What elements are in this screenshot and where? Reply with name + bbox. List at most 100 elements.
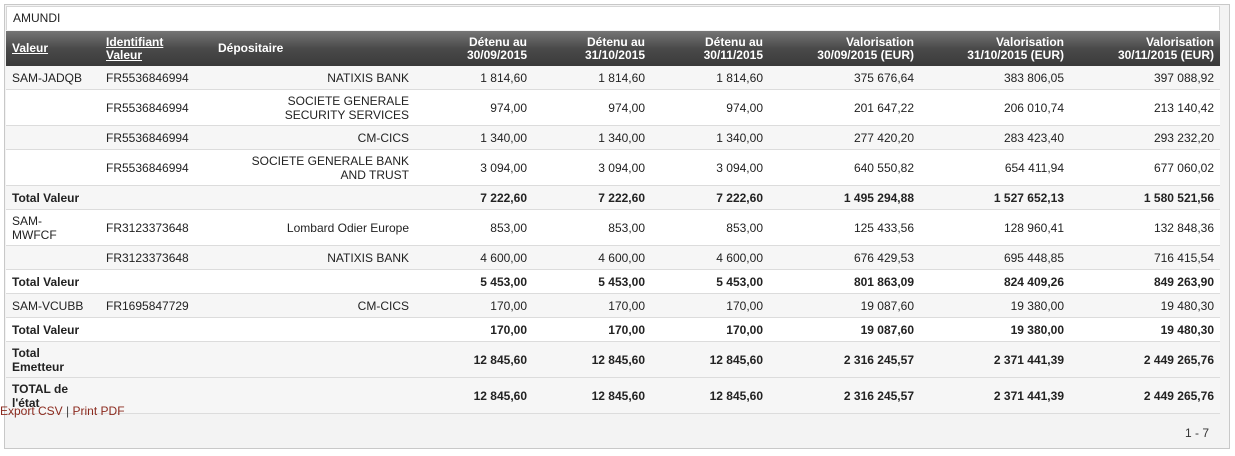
- cell-valo-sep: 19 087,60: [769, 293, 920, 318]
- table-row: SAM- MWFCF FR3123373648 Lombard Odier Eur…: [6, 209, 1220, 246]
- cell-identifiant: [100, 317, 212, 342]
- col-header-valo-nov-line1: Valorisation: [1145, 34, 1214, 49]
- cell-detenu-oct: 170,00: [533, 317, 651, 342]
- cell-valo-oct: 695 448,85: [920, 245, 1070, 270]
- col-header-valo-oct-line2: 31/10/2015 (EUR): [967, 47, 1064, 62]
- col-header-valo-sep-line2: 30/09/2015 (EUR): [817, 47, 914, 62]
- cell-detenu-oct: 12 845,60: [533, 341, 651, 378]
- cell-valeur-line1: TOTAL de: [12, 381, 69, 396]
- cell-valeur: Total Valeur: [6, 269, 100, 294]
- print-pdf-link[interactable]: Print PDF: [72, 404, 125, 418]
- total-row: Total Valeur 5 453,00 5 453,00 5 453,00 …: [6, 269, 1220, 294]
- total-row: Total Valeur 7 222,60 7 222,60 7 222,60 …: [6, 185, 1220, 210]
- cell-detenu-oct: 12 845,60: [533, 377, 651, 414]
- col-header-detenu-sep-line1: Détenu au: [468, 34, 527, 49]
- cell-detenu-sep: 7 222,60: [415, 185, 533, 210]
- table-row: FR5536846994 SOCIETE GENERALE SECURITY SE…: [6, 89, 1220, 126]
- issuer-name: AMUNDI: [6, 6, 1220, 30]
- col-header-valeur[interactable]: Valeur: [6, 31, 100, 66]
- cell-detenu-sep: 170,00: [415, 317, 533, 342]
- table-row: FR3123373648 NATIXIS BANK 4 600,00 4 600…: [6, 245, 1220, 270]
- cell-valeur-line2: l'état: [12, 395, 40, 410]
- cell-valo-sep: 801 863,09: [769, 269, 920, 294]
- col-header-identifiant-line1[interactable]: Identifiant: [106, 34, 164, 49]
- cell-detenu-nov: 853,00: [651, 209, 769, 246]
- col-header-valeur-label[interactable]: Valeur: [12, 41, 49, 55]
- cell-detenu-sep: 853,00: [415, 209, 533, 246]
- cell-depositaire: Lombard Odier Europe: [212, 209, 415, 246]
- col-header-depositaire-label: Dépositaire: [218, 41, 284, 55]
- cell-valo-oct: 654 411,94: [920, 149, 1070, 186]
- cell-identifiant: [100, 341, 212, 378]
- col-header-valo-sep-line1: Valorisation: [845, 34, 914, 49]
- col-header-detenu-nov: Détenu au 30/11/2015: [651, 31, 769, 66]
- cell-depositaire-line2: AND TRUST: [340, 167, 409, 182]
- export-links: Export CSV | Print PDF: [0, 404, 125, 418]
- cell-detenu-oct: 853,00: [533, 209, 651, 246]
- cell-identifiant: [100, 269, 212, 294]
- cell-valo-oct: 383 806,05: [920, 66, 1070, 90]
- cell-valeur-line2: MWFCF: [12, 227, 57, 242]
- cell-detenu-sep: 12 845,60: [415, 377, 533, 414]
- col-header-identifiant-line2[interactable]: Valeur: [106, 47, 143, 62]
- cell-valo-oct: 1 527 652,13: [920, 185, 1070, 210]
- cell-valo-sep: 277 420,20: [769, 125, 920, 150]
- cell-valo-nov: 2 449 265,76: [1070, 377, 1220, 414]
- cell-detenu-sep: 974,00: [415, 89, 533, 126]
- cell-detenu-nov: 3 094,00: [651, 149, 769, 186]
- col-header-detenu-nov-line1: Détenu au: [704, 34, 763, 49]
- col-header-identifiant[interactable]: Identifiant Valeur: [100, 31, 212, 66]
- cell-identifiant: FR5536846994: [100, 89, 212, 126]
- cell-depositaire-line1: Lombard Odier Europe: [286, 220, 409, 235]
- col-header-depositaire: Dépositaire: [212, 31, 415, 66]
- col-header-valo-oct-line1: Valorisation: [995, 34, 1064, 49]
- cell-depositaire: NATIXIS BANK: [212, 66, 415, 90]
- cell-valeur: Total Valeur: [6, 317, 100, 342]
- cell-depositaire: CM-CICS: [212, 125, 415, 150]
- cell-depositaire: [212, 317, 415, 342]
- cell-valeur-line2: Emetteur: [12, 359, 65, 374]
- export-csv-link[interactable]: Export CSV: [0, 404, 63, 418]
- report-panel: AMUNDI Valeur Identifiant Valeur: [4, 4, 1230, 449]
- total-row: Total Valeur 170,00 170,00 170,00 19 087…: [6, 317, 1220, 342]
- cell-valo-sep: 2 316 245,57: [769, 341, 920, 378]
- cell-valo-oct: 283 423,40: [920, 125, 1070, 150]
- col-header-valo-sep: Valorisation 30/09/2015 (EUR): [769, 31, 920, 66]
- cell-valo-sep: 19 087,60: [769, 317, 920, 342]
- cell-depositaire: SOCIETE GENERALE BANK AND TRUST: [212, 149, 415, 186]
- cell-identifiant: FR5536846994: [100, 125, 212, 150]
- cell-depositaire-line1: CM-CICS: [357, 298, 409, 313]
- cell-detenu-oct: 3 094,00: [533, 149, 651, 186]
- cell-valo-nov: 716 415,54: [1070, 245, 1220, 270]
- table-row: FR5536846994 SOCIETE GENERALE BANK AND TR…: [6, 149, 1220, 186]
- cell-valo-nov: 1 580 521,56: [1070, 185, 1220, 210]
- cell-detenu-sep: 170,00: [415, 293, 533, 318]
- cell-valo-nov: 19 480,30: [1070, 293, 1220, 318]
- cell-identifiant: FR3123373648: [100, 245, 212, 270]
- cell-valeur-line1: SAM-: [12, 213, 42, 228]
- cell-valo-oct: 2 371 441,39: [920, 341, 1070, 378]
- cell-detenu-nov: 12 845,60: [651, 341, 769, 378]
- cell-valo-nov: 2 449 265,76: [1070, 341, 1220, 378]
- cell-detenu-sep: 4 600,00: [415, 245, 533, 270]
- state-total-row: TOTAL de l'état 12 845,60 12 845,60 12 84…: [6, 377, 1220, 414]
- cell-valo-oct: 824 409,26: [920, 269, 1070, 294]
- cell-valo-oct: 19 380,00: [920, 317, 1070, 342]
- cell-depositaire-line2: SECURITY SERVICES: [284, 107, 409, 122]
- cell-valeur: [6, 149, 100, 186]
- cell-valo-nov: 397 088,92: [1070, 66, 1220, 90]
- cell-valo-nov: 293 232,20: [1070, 125, 1220, 150]
- cell-detenu-oct: 974,00: [533, 89, 651, 126]
- cell-depositaire: [212, 341, 415, 378]
- cell-depositaire-line1: CM-CICS: [357, 130, 409, 145]
- cell-valo-nov: 677 060,02: [1070, 149, 1220, 186]
- cell-detenu-nov: 170,00: [651, 293, 769, 318]
- cell-depositaire: [212, 377, 415, 414]
- cell-valo-sep: 676 429,53: [769, 245, 920, 270]
- cell-depositaire: NATIXIS BANK: [212, 245, 415, 270]
- cell-valeur: SAM-VCUBB: [6, 293, 100, 318]
- cell-detenu-sep: 1 814,60: [415, 66, 533, 90]
- cell-valeur: [6, 125, 100, 150]
- cell-valeur-line1: Total: [12, 345, 40, 360]
- cell-detenu-sep: 1 340,00: [415, 125, 533, 150]
